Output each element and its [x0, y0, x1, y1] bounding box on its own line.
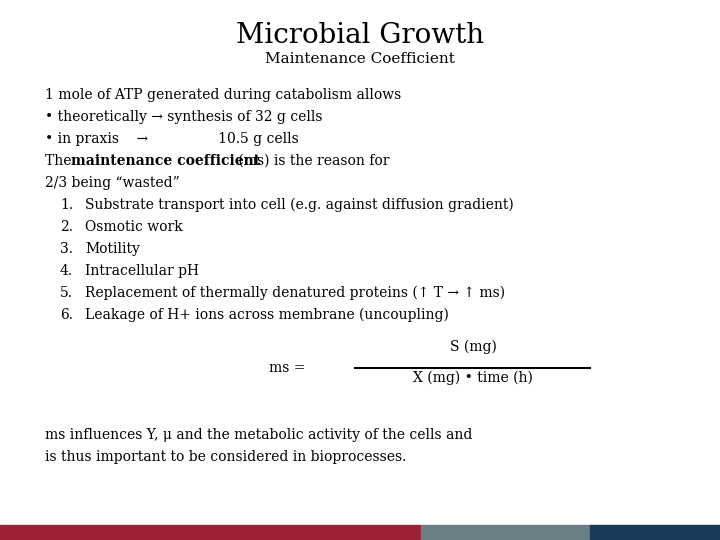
Text: Intracellular pH: Intracellular pH — [85, 264, 199, 278]
Text: 6.: 6. — [60, 308, 73, 322]
Text: • theoretically → synthesis of 32 g cells: • theoretically → synthesis of 32 g cell… — [45, 110, 323, 124]
Text: 2/3 being “wasted”: 2/3 being “wasted” — [45, 176, 180, 190]
Text: 2.: 2. — [60, 220, 73, 234]
Text: 1 mole of ATP generated during catabolism allows: 1 mole of ATP generated during catabolis… — [45, 88, 401, 102]
Text: (ms) is the reason for: (ms) is the reason for — [234, 154, 390, 168]
Text: ms influences Y, μ and the metabolic activity of the cells and: ms influences Y, μ and the metabolic act… — [45, 428, 472, 442]
Text: Motility: Motility — [85, 242, 140, 256]
Text: Replacement of thermally denatured proteins (↑ T → ↑ ms): Replacement of thermally denatured prote… — [85, 286, 505, 300]
Text: X (mg) • time (h): X (mg) • time (h) — [413, 371, 533, 386]
Text: is thus important to be considered in bioprocesses.: is thus important to be considered in bi… — [45, 450, 406, 464]
Text: Osmotic work: Osmotic work — [85, 220, 183, 234]
Bar — [590, 525, 720, 540]
Text: Substrate transport into cell (e.g. against diffusion gradient): Substrate transport into cell (e.g. agai… — [85, 198, 514, 212]
Text: Leakage of H+ ions across membrane (uncoupling): Leakage of H+ ions across membrane (unco… — [85, 308, 449, 322]
Text: The: The — [45, 154, 76, 168]
Text: 1.: 1. — [60, 198, 73, 212]
Text: 5.: 5. — [60, 286, 73, 300]
Text: Microbial Growth: Microbial Growth — [236, 22, 484, 49]
Text: S (mg): S (mg) — [449, 340, 496, 354]
Text: 4.: 4. — [60, 264, 73, 278]
Text: maintenance coefficient: maintenance coefficient — [71, 154, 260, 168]
Text: 3.: 3. — [60, 242, 73, 256]
Text: • in praxis    →                10.5 g cells: • in praxis → 10.5 g cells — [45, 132, 299, 146]
Text: Maintenance Coefficient: Maintenance Coefficient — [265, 52, 455, 66]
Bar — [0, 525, 421, 540]
Bar — [421, 525, 590, 540]
Text: ms =: ms = — [269, 361, 310, 375]
